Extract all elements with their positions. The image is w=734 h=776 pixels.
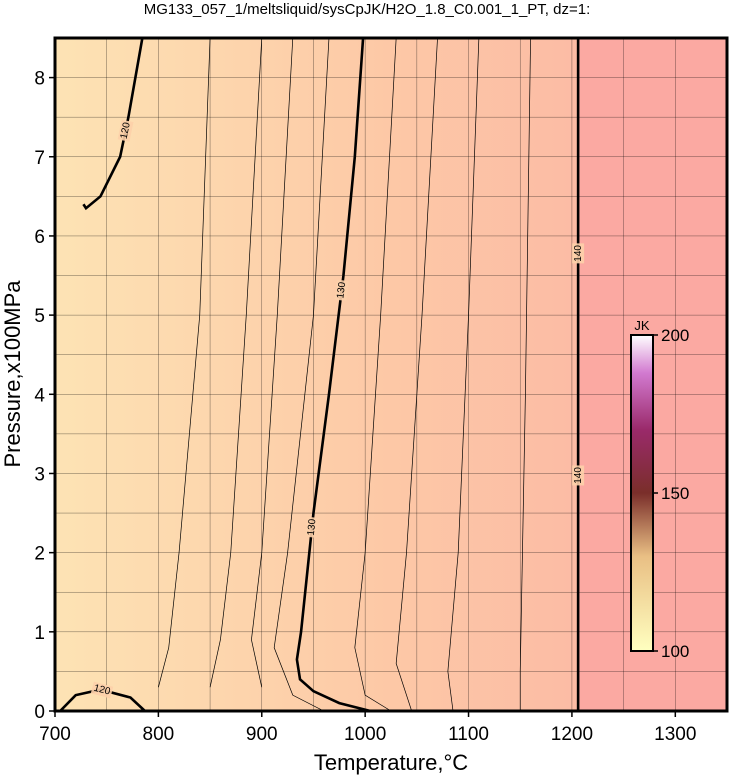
x-tick-label: 800 — [143, 724, 175, 745]
contour-line — [273, 38, 330, 711]
chart-title: MG133_057_1/meltsliquid/sysCpJK/H2O_1.8_… — [144, 1, 591, 18]
y-tick-label: 3 — [34, 464, 45, 485]
y-tick-label: 1 — [34, 623, 45, 644]
y-tick-label: 8 — [34, 69, 45, 90]
contour-line — [82, 38, 144, 211]
y-tick-label: 6 — [34, 227, 45, 248]
plot-frame — [53, 36, 729, 713]
contour-line — [519, 38, 531, 711]
y-tick-label: 5 — [34, 306, 45, 327]
colorbar — [630, 334, 654, 652]
y-axis-label: Pressure,x100MPa — [0, 280, 25, 468]
contour-line — [395, 38, 438, 711]
contour-label-bg — [304, 516, 319, 538]
x-tick-label: 700 — [39, 724, 71, 745]
contour-label: 140 — [573, 467, 584, 484]
contour-label-group: 120 — [117, 119, 134, 142]
contour-label: 140 — [573, 245, 584, 262]
contour-line — [295, 38, 371, 711]
contour-label: 130 — [306, 518, 319, 536]
contour-label-bg — [334, 279, 349, 301]
contour-label-group: 130 — [304, 516, 319, 538]
x-tick-label: 900 — [246, 724, 278, 745]
contour-label-bg — [572, 243, 585, 264]
contour-label: 130 — [335, 281, 348, 299]
contour-label-group: 130 — [334, 279, 349, 301]
y-tick-label: 2 — [34, 544, 45, 565]
y-tick-label: 7 — [34, 148, 45, 169]
axes: 700 800 900 1000 1100 1200 1300012345678JK1001… — [34, 36, 729, 745]
y-tick-label: 4 — [34, 385, 45, 406]
colorbar-tick-label: 150 — [661, 484, 689, 503]
contour-label-bg — [572, 465, 585, 486]
x-tick-label: 1100 — [448, 724, 489, 745]
contour-label-group: 140 — [572, 465, 585, 486]
contour-line — [447, 38, 480, 711]
contour-label-bg — [90, 681, 114, 699]
x-tick-label: 1300 — [654, 724, 696, 745]
contour-label-bg — [117, 119, 134, 142]
y-tick-label: 0 — [34, 702, 45, 723]
contour-label: 120 — [119, 121, 133, 140]
contour-label: 120 — [93, 683, 112, 698]
contour-label-group: 120 — [90, 681, 114, 699]
plot-area: 120 120 130 130 140 140 — [55, 38, 727, 711]
contour-line — [209, 38, 263, 688]
x-tick-label: 1000 — [344, 724, 386, 745]
x-tick-label: 1200 — [551, 724, 593, 745]
contour-line — [354, 38, 397, 711]
x-axis-label: Temperature,°C — [314, 750, 468, 775]
colorbar-tick-label: 200 — [661, 326, 689, 345]
colorbar-label: JK — [634, 318, 650, 333]
contour-label-group: 140 — [572, 243, 585, 264]
colorbar-tick-label: 100 — [661, 642, 689, 661]
contour-line — [158, 38, 211, 688]
contour-line — [251, 38, 294, 688]
